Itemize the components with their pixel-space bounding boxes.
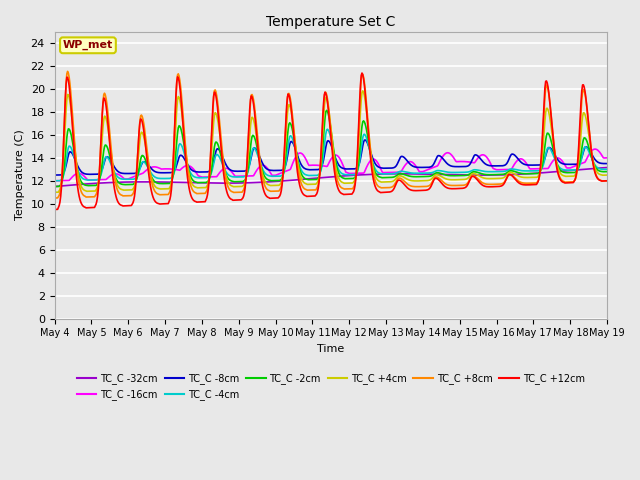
TC_C -2cm bbox=[399, 171, 406, 177]
TC_C -4cm bbox=[173, 150, 181, 156]
TC_C -32cm bbox=[398, 171, 406, 177]
TC_C -32cm bbox=[118, 179, 125, 185]
TC_C -2cm bbox=[604, 169, 611, 175]
TC_C -2cm bbox=[415, 174, 422, 180]
TC_C -2cm bbox=[61, 161, 68, 167]
TC_C -8cm bbox=[118, 170, 125, 176]
Line: TC_C -4cm: TC_C -4cm bbox=[54, 129, 607, 181]
TC_C -4cm bbox=[604, 167, 611, 172]
TC_C -8cm bbox=[604, 161, 611, 167]
TC_C +8cm bbox=[61, 117, 68, 123]
TC_C +4cm bbox=[415, 178, 422, 184]
TC_C -16cm bbox=[398, 168, 406, 173]
TC_C +4cm bbox=[604, 172, 611, 178]
TC_C +4cm bbox=[359, 88, 367, 94]
Legend: TC_C -32cm, TC_C -16cm, TC_C -8cm, TC_C -4cm, TC_C -2cm, TC_C +4cm, TC_C +8cm, T: TC_C -32cm, TC_C -16cm, TC_C -8cm, TC_C … bbox=[73, 369, 589, 404]
Line: TC_C +12cm: TC_C +12cm bbox=[54, 73, 607, 209]
TC_C -4cm bbox=[399, 168, 406, 174]
TC_C -8cm bbox=[361, 137, 369, 143]
TC_C +12cm bbox=[358, 70, 366, 76]
Line: TC_C +8cm: TC_C +8cm bbox=[54, 72, 607, 198]
TC_C -32cm bbox=[173, 180, 181, 185]
TC_C -16cm bbox=[61, 178, 68, 183]
TC_C +12cm bbox=[173, 74, 181, 80]
TC_C -4cm bbox=[203, 175, 211, 180]
TC_C -8cm bbox=[203, 169, 211, 175]
TC_C -4cm bbox=[415, 170, 422, 176]
Text: WP_met: WP_met bbox=[63, 40, 113, 50]
TC_C +4cm bbox=[203, 183, 211, 189]
TC_C +8cm bbox=[204, 186, 211, 192]
TC_C -2cm bbox=[118, 181, 125, 187]
TC_C -2cm bbox=[203, 179, 211, 185]
TC_C +8cm bbox=[51, 195, 58, 201]
TC_C +4cm bbox=[61, 136, 68, 142]
Line: TC_C -32cm: TC_C -32cm bbox=[54, 168, 607, 187]
TC_C +4cm bbox=[51, 190, 58, 195]
TC_C +4cm bbox=[173, 97, 181, 103]
TC_C +12cm bbox=[61, 115, 68, 120]
TC_C -16cm bbox=[173, 167, 181, 173]
TC_C -4cm bbox=[51, 178, 58, 184]
TC_C +4cm bbox=[399, 174, 406, 180]
TC_C -16cm bbox=[604, 155, 611, 161]
TC_C -2cm bbox=[323, 108, 330, 113]
TC_C -8cm bbox=[51, 172, 58, 178]
TC_C +12cm bbox=[399, 180, 406, 186]
Y-axis label: Temperature (C): Temperature (C) bbox=[15, 130, 25, 220]
TC_C -32cm bbox=[414, 171, 422, 177]
Line: TC_C -8cm: TC_C -8cm bbox=[54, 140, 607, 175]
TC_C -32cm bbox=[604, 165, 611, 170]
TC_C +8cm bbox=[604, 178, 611, 184]
Line: TC_C +4cm: TC_C +4cm bbox=[54, 91, 607, 192]
TC_C -16cm bbox=[591, 146, 599, 152]
TC_C -4cm bbox=[118, 176, 125, 182]
TC_C +12cm bbox=[415, 188, 422, 193]
TC_C -8cm bbox=[61, 168, 68, 174]
TC_C +12cm bbox=[118, 203, 125, 208]
TC_C -2cm bbox=[51, 184, 58, 190]
TC_C -16cm bbox=[51, 178, 58, 184]
TC_C -32cm bbox=[203, 180, 211, 186]
TC_C -16cm bbox=[118, 173, 125, 179]
TC_C -16cm bbox=[414, 167, 422, 172]
TC_C +4cm bbox=[118, 187, 125, 192]
Line: TC_C -2cm: TC_C -2cm bbox=[54, 110, 607, 187]
TC_C +8cm bbox=[175, 71, 182, 77]
TC_C -8cm bbox=[399, 154, 406, 159]
TC_C -32cm bbox=[61, 183, 68, 189]
TC_C -32cm bbox=[51, 184, 58, 190]
TC_C +8cm bbox=[399, 177, 406, 183]
TC_C +12cm bbox=[51, 206, 58, 212]
TC_C +12cm bbox=[604, 178, 611, 184]
TC_C +8cm bbox=[118, 192, 126, 198]
Title: Temperature Set C: Temperature Set C bbox=[266, 15, 396, 29]
TC_C +8cm bbox=[64, 69, 72, 74]
TC_C -16cm bbox=[203, 174, 211, 180]
TC_C -4cm bbox=[324, 126, 332, 132]
TC_C -8cm bbox=[173, 159, 181, 165]
TC_C -8cm bbox=[415, 165, 422, 170]
TC_C -2cm bbox=[173, 131, 181, 136]
Line: TC_C -16cm: TC_C -16cm bbox=[54, 149, 607, 181]
TC_C +12cm bbox=[203, 195, 211, 201]
TC_C -4cm bbox=[61, 168, 68, 174]
X-axis label: Time: Time bbox=[317, 344, 344, 354]
TC_C +8cm bbox=[415, 184, 422, 190]
